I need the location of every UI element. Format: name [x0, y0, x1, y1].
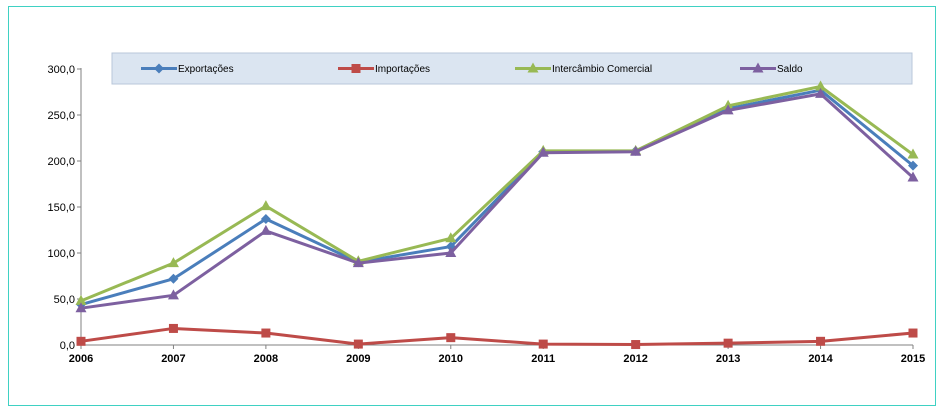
data-point	[907, 171, 919, 182]
y-tick-label: 250,0	[47, 110, 75, 122]
legend-swatch-marker	[154, 63, 164, 74]
chart-frame: Exportações Importações Intercâmbio Comerc…	[8, 6, 936, 406]
axes: 0,0 50,0 100,0 150,0 200,0 250,0 300,0 2006 2007…	[47, 64, 925, 365]
data-point	[816, 336, 826, 346]
x-tick-label: 2010	[439, 353, 463, 365]
data-point	[75, 294, 87, 305]
series-2	[75, 80, 919, 305]
x-tick-label: 2012	[623, 353, 647, 365]
x-tick-label: 2007	[161, 353, 185, 365]
data-point	[908, 328, 918, 338]
x-tick-label: 2008	[254, 353, 278, 365]
data-point	[445, 232, 457, 243]
legend-label: Intercâmbio Comercial	[552, 64, 652, 75]
y-tick-label: 300,0	[47, 64, 75, 76]
data-point	[168, 323, 178, 333]
data-point	[260, 213, 271, 224]
legend-swatch-marker	[752, 62, 764, 73]
legend-label: Exportações	[178, 64, 234, 75]
legend-item: Intercâmbio Comercial	[515, 62, 652, 75]
series-3	[75, 87, 919, 313]
data-point	[815, 87, 827, 98]
data-point	[167, 289, 179, 300]
data-point	[907, 148, 919, 159]
data-point	[630, 145, 642, 156]
legend-item: Exportações	[141, 63, 234, 75]
y-tick-label: 0,0	[60, 340, 75, 352]
legend-item: Saldo	[740, 62, 803, 75]
data-point	[723, 338, 733, 348]
series-1	[76, 323, 918, 350]
data-point	[260, 224, 272, 235]
y-tick-label: 200,0	[47, 156, 75, 168]
data-point	[352, 257, 364, 268]
data-point	[167, 257, 179, 268]
series-line	[80, 92, 915, 310]
series-line	[80, 326, 914, 347]
data-point	[261, 328, 271, 338]
legend-item: Importações	[338, 64, 430, 75]
legend-swatch-marker	[351, 64, 361, 73]
data-point	[353, 339, 363, 349]
legend: Exportações Importações Intercâmbio Comerc…	[111, 52, 913, 85]
data-point	[815, 80, 827, 91]
x-tick-label: 2009	[346, 353, 370, 365]
y-tick-label: 150,0	[47, 202, 75, 214]
data-point	[445, 247, 457, 257]
data-point	[76, 336, 86, 346]
legend-label: Saldo	[777, 64, 803, 75]
x-tick-label: 2011	[531, 353, 555, 365]
data-point	[631, 340, 641, 350]
y-tick-label: 100,0	[47, 248, 75, 260]
x-tick-label: 2013	[716, 353, 740, 365]
series-layer	[75, 80, 919, 350]
data-point	[538, 339, 548, 349]
data-point	[722, 104, 734, 115]
x-tick-label: 2014	[808, 353, 833, 365]
data-point	[260, 200, 272, 211]
data-point	[446, 333, 456, 343]
line-chart: Exportações Importações Intercâmbio Comerc…	[47, 52, 925, 365]
legend-swatch-marker	[527, 62, 539, 73]
legend-label: Importações	[375, 64, 430, 75]
x-tick-label: 2015	[901, 353, 925, 365]
legend-box	[111, 52, 913, 85]
data-point	[75, 302, 87, 313]
data-point	[168, 273, 179, 284]
series-line	[80, 88, 914, 306]
data-point	[537, 146, 549, 157]
y-tick-label: 50,0	[54, 294, 75, 306]
data-point	[908, 160, 918, 171]
x-tick-label: 2006	[69, 353, 93, 365]
series-line	[80, 84, 914, 303]
